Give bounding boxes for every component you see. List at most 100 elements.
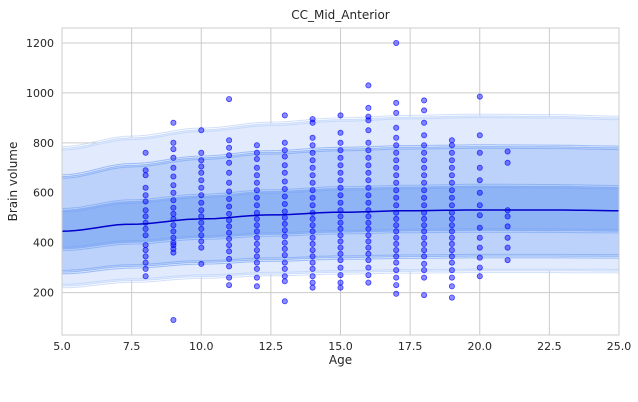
data-point (504, 244, 511, 251)
data-point (142, 225, 149, 232)
data-point (170, 154, 177, 161)
data-point (393, 172, 400, 179)
data-point (448, 187, 455, 194)
data-point (476, 234, 483, 241)
data-point (281, 273, 288, 280)
data-point (448, 247, 455, 254)
data-point (309, 253, 316, 260)
data-point (476, 264, 483, 271)
data-point (448, 240, 455, 247)
data-point (393, 99, 400, 106)
data-point (365, 177, 372, 184)
x-tick-label: 22.5 (537, 340, 562, 353)
data-point (198, 163, 205, 170)
data-point (281, 208, 288, 215)
data-point (421, 187, 428, 194)
data-point (309, 265, 316, 272)
data-point (421, 292, 428, 299)
data-point (309, 240, 316, 247)
data-point (226, 96, 233, 103)
data-point (170, 210, 177, 217)
data-point (281, 245, 288, 252)
data-point (226, 137, 233, 144)
data-point (281, 193, 288, 200)
data-point (337, 225, 344, 232)
data-point (337, 147, 344, 154)
data-point (142, 207, 149, 214)
data-point (504, 223, 511, 230)
data-point (448, 137, 455, 144)
data-point (142, 232, 149, 239)
data-point (170, 204, 177, 211)
data-point (365, 244, 372, 251)
band-edge-inner-upper (61, 185, 619, 211)
data-point (365, 225, 372, 232)
data-point (337, 192, 344, 199)
data-point (421, 260, 428, 267)
data-point (393, 164, 400, 171)
data-point (393, 40, 400, 47)
data-point (253, 215, 260, 222)
data-point (226, 152, 233, 159)
data-point (393, 179, 400, 186)
data-point (170, 182, 177, 189)
data-point (253, 240, 260, 247)
data-point (170, 197, 177, 204)
data-point (281, 265, 288, 272)
data-point (421, 157, 428, 164)
data-point (226, 195, 233, 202)
data-point (198, 169, 205, 176)
band-edge-outer-lower (61, 268, 619, 285)
band-edge-inner-lower (61, 228, 619, 248)
data-point (365, 82, 372, 89)
x-tick-label: 20.0 (468, 340, 493, 353)
data-point (309, 247, 316, 254)
data-point (365, 184, 372, 191)
y-tick-label: 800 (33, 137, 54, 150)
data-point (253, 149, 260, 156)
data-point (337, 169, 344, 176)
data-point (142, 273, 149, 280)
data-point (476, 202, 483, 209)
data-point (309, 164, 316, 171)
data-point (365, 238, 372, 245)
x-tick-label: 17.5 (398, 340, 423, 353)
data-point (337, 279, 344, 286)
data-point (337, 162, 344, 169)
data-point (170, 234, 177, 241)
data-point (476, 254, 483, 261)
data-point (309, 228, 316, 235)
data-point (448, 253, 455, 260)
band-edge-outer-lower (61, 272, 620, 289)
data-point (253, 274, 260, 281)
data-point (281, 200, 288, 207)
data-point (170, 249, 177, 256)
median-line (61, 209, 619, 232)
data-point (281, 220, 288, 227)
data-point (337, 139, 344, 146)
data-point (365, 104, 372, 111)
data-point (226, 210, 233, 217)
data-point (448, 283, 455, 290)
y-axis-label: Brain volume (6, 142, 20, 222)
data-point (448, 228, 455, 235)
data-point (393, 142, 400, 149)
data-point (393, 109, 400, 116)
data-point (393, 194, 400, 201)
data-point (421, 142, 428, 149)
data-point (170, 228, 177, 235)
data-point (476, 177, 483, 184)
data-point (170, 139, 177, 146)
data-point (226, 242, 233, 249)
data-point (281, 162, 288, 169)
data-point (309, 234, 316, 241)
data-point (253, 265, 260, 272)
x-tick-label: 25.0 (607, 340, 632, 353)
data-point (476, 212, 483, 219)
data-point (142, 198, 149, 205)
data-point (198, 225, 205, 232)
band-edge-middle-lower (61, 257, 619, 275)
data-point (281, 178, 288, 185)
data-point (421, 164, 428, 171)
